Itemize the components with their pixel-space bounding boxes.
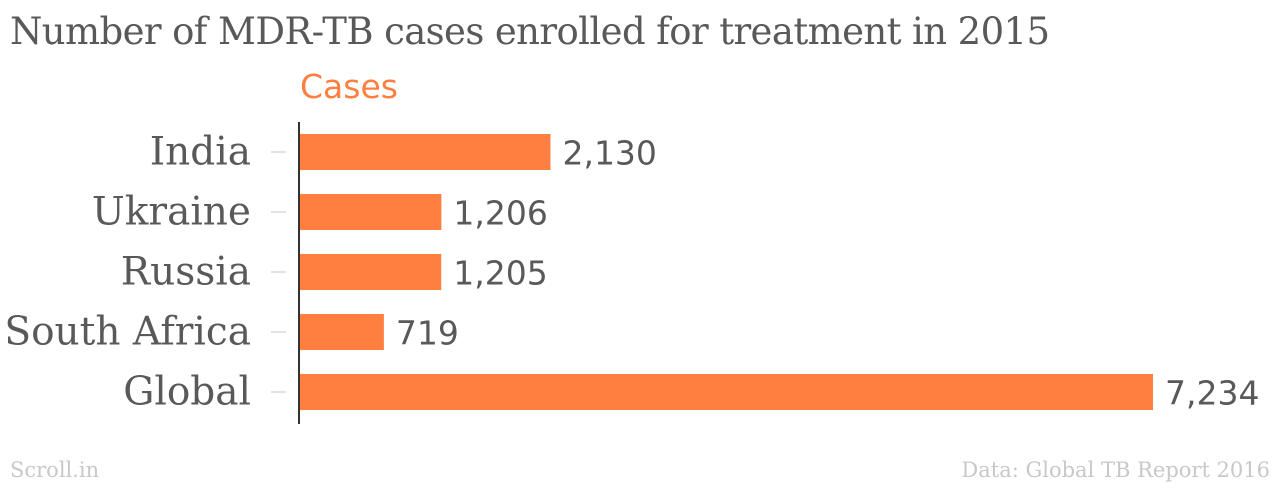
category-label-3: South Africa [4,310,251,355]
brand-footer: Scroll.in [10,458,100,482]
bar-4 [299,374,1153,410]
bar-2 [299,254,442,290]
value-label-0: 2,130 [562,134,656,173]
category-label-4: Global [123,370,251,415]
value-label-4: 7,234 [1165,374,1259,413]
category-label-0: India [150,130,251,175]
category-label-2: Russia [121,250,251,295]
bar-1 [299,194,442,230]
value-label-1: 1,206 [453,194,547,233]
data-source-credit: Data: Global TB Report 2016 [961,458,1270,482]
value-label-3: 719 [396,314,459,353]
chart-title: Number of MDR-TB cases enrolled for trea… [10,10,1050,53]
bar-3 [299,314,384,350]
series-label: Cases [300,67,398,106]
bar-0 [299,134,551,170]
value-label-2: 1,205 [453,254,547,293]
category-label-1: Ukraine [92,190,251,235]
